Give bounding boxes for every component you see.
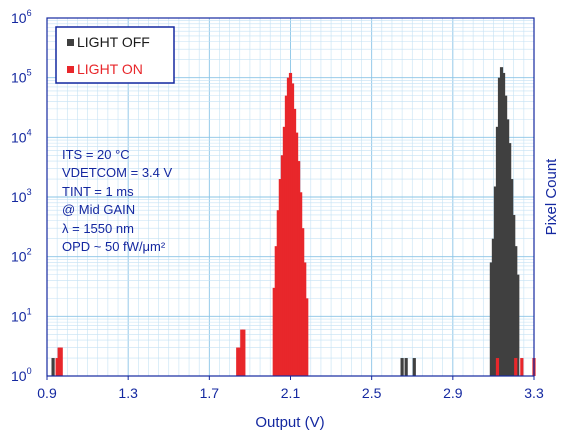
bar-light-on <box>299 192 303 376</box>
bar-light-on <box>290 83 295 376</box>
bar-light-off <box>495 126 500 376</box>
x-tick-label: 2.1 <box>281 385 301 401</box>
bar-light-on <box>305 298 309 376</box>
bar-light-on <box>301 228 305 376</box>
bar-light-off <box>400 358 404 376</box>
bar-light-on <box>303 262 307 376</box>
bar-light-on <box>55 358 59 376</box>
y-tick-labels: 100 101 102 103 104 105 106 <box>11 8 32 384</box>
conditions-annotation: ITS = 20 °C VDETCOM = 3.4 V TINT = 1 ms … <box>62 147 172 254</box>
legend-label-light-on: LIGHT ON <box>77 61 143 77</box>
y-tick-label: 101 <box>11 306 32 324</box>
bar-light-off <box>501 72 506 376</box>
legend-swatch-light-off <box>67 39 74 46</box>
bar-light-off <box>514 246 518 376</box>
bar-light-off <box>497 77 502 377</box>
bar-light-on <box>242 329 246 376</box>
x-tick-labels: 0.9 1.3 1.7 2.1 2.5 2.9 3.3 <box>37 376 544 401</box>
y-tick-label: 102 <box>11 247 32 265</box>
bar-light-off <box>51 358 55 376</box>
x-tick-label: 3.3 <box>524 385 544 401</box>
bar-light-off <box>412 358 416 376</box>
annotation-opd: OPD ~ 50 fW/μm² <box>62 239 166 254</box>
bar-light-on <box>294 132 299 376</box>
legend-box <box>55 26 175 84</box>
bar-light-on <box>292 108 297 376</box>
annotation-its: ITS = 20 °C <box>62 147 130 162</box>
bar-light-on <box>284 95 289 377</box>
bar-light-on <box>495 358 500 376</box>
bar-light-on <box>514 358 518 376</box>
bar-light-on <box>240 329 244 376</box>
bar-light-on <box>520 358 524 376</box>
y-tick-label: 106 <box>11 8 32 26</box>
y-tick-label: 105 <box>11 68 32 86</box>
bar-light-on <box>238 347 242 376</box>
bar-light-off <box>491 238 496 376</box>
bar-light-off <box>510 179 514 376</box>
legend: LIGHT OFF LIGHT ON <box>55 26 175 84</box>
x-tick-label: 2.5 <box>362 385 382 401</box>
legend-swatch-light-on <box>67 66 74 73</box>
bar-light-off <box>503 95 508 377</box>
y-tick-label: 104 <box>11 127 32 145</box>
histogram-bars <box>51 67 536 377</box>
bar-light-on <box>280 155 284 376</box>
bar-light-on <box>282 126 287 376</box>
bar-light-off <box>493 186 498 376</box>
legend-label-light-off: LIGHT OFF <box>77 34 150 50</box>
bar-light-on <box>288 72 293 376</box>
bar-light-off <box>499 67 504 377</box>
bar-light-off <box>516 274 520 376</box>
bar-light-off <box>508 143 512 376</box>
bar-light-off <box>404 358 408 376</box>
bar-light-on <box>278 179 282 376</box>
x-tick-label: 2.9 <box>443 385 463 401</box>
bar-light-on <box>59 347 63 376</box>
bar-light-on <box>274 246 278 376</box>
x-tick-label: 1.7 <box>200 385 220 401</box>
y-tick-label: 100 <box>11 366 32 384</box>
bar-light-on <box>272 287 276 376</box>
bar-light-on <box>276 210 280 376</box>
y-tick-label: 103 <box>11 187 32 205</box>
bar-light-off <box>489 262 493 376</box>
annotation-tint: TINT = 1 ms <box>62 184 134 199</box>
annotation-gain: @ Mid GAIN <box>62 202 135 217</box>
x-axis-title: Output (V) <box>255 414 324 431</box>
bar-light-on <box>297 161 301 376</box>
bar-light-off <box>506 119 510 376</box>
bar-light-on <box>286 77 291 377</box>
x-tick-label: 0.9 <box>37 385 57 401</box>
annotation-vdetcom: VDETCOM = 3.4 V <box>62 165 172 180</box>
x-tick-label: 1.3 <box>118 385 138 401</box>
annotation-wavelength: λ = 1550 nm <box>62 221 134 236</box>
bar-light-on <box>57 347 61 376</box>
bar-light-on <box>236 347 240 376</box>
bar-light-off <box>512 214 516 376</box>
y-axis-title: Pixel Count <box>543 158 560 236</box>
